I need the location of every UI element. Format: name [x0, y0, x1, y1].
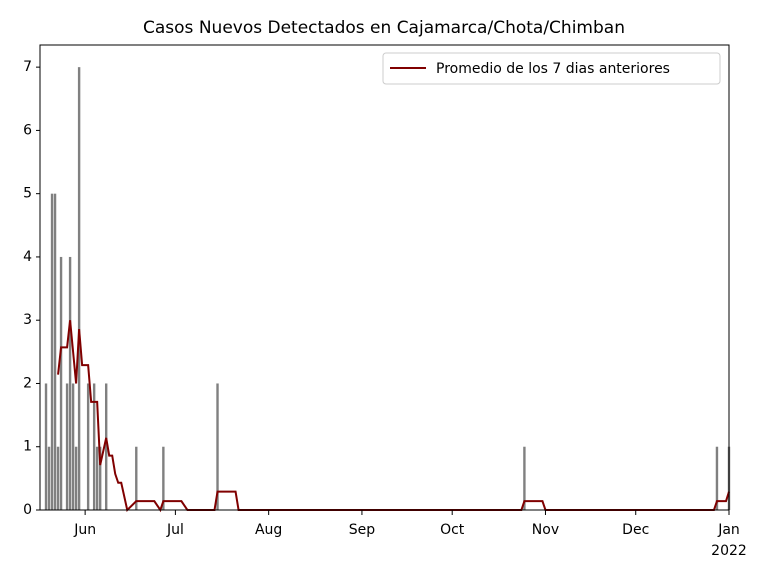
- bar: [98, 446, 102, 510]
- bar: [216, 383, 219, 510]
- x-tick-label: Jan: [717, 522, 740, 538]
- bar: [523, 446, 526, 510]
- x-year-label: 2022: [711, 543, 747, 559]
- legend-label: Promedio de los 7 dias anteriores: [436, 61, 670, 77]
- legend-box: [382, 52, 721, 85]
- bar: [104, 383, 108, 510]
- y-tick-label: 0: [23, 502, 32, 518]
- x-tick-label: Oct: [440, 522, 465, 538]
- bar: [65, 383, 69, 510]
- chart-title: Casos Nuevos Detectados en Cajamarca/Cho…: [143, 18, 625, 38]
- y-tick-label: 6: [23, 122, 32, 138]
- bar: [86, 383, 90, 510]
- bar: [44, 383, 48, 510]
- bar: [56, 446, 60, 510]
- bar: [95, 446, 99, 510]
- bar: [50, 193, 54, 510]
- bar: [47, 446, 51, 510]
- y-tick-label: 1: [23, 439, 32, 455]
- bar: [92, 383, 96, 510]
- x-tick-label: Aug: [255, 522, 282, 538]
- bar: [74, 446, 78, 510]
- y-tick-label: 3: [23, 312, 32, 328]
- bar: [71, 383, 75, 510]
- bar: [135, 446, 138, 510]
- legend: Promedio de los 7 dias anteriores: [382, 52, 721, 85]
- x-tick-label: Nov: [532, 522, 559, 538]
- bar: [715, 446, 719, 510]
- y-tick-label: 5: [23, 186, 32, 202]
- y-tick-label: 2: [23, 375, 32, 391]
- bar: [53, 193, 57, 510]
- x-tick-label: Jul: [166, 522, 184, 538]
- x-tick-label: Jun: [73, 522, 96, 538]
- y-tick-label: 4: [23, 249, 32, 265]
- x-tick-label: Dec: [622, 522, 649, 538]
- bar: [59, 256, 63, 510]
- y-tick-label: 7: [23, 59, 32, 75]
- average-line: [57, 320, 730, 513]
- bar: [77, 67, 81, 511]
- plot-frame: [39, 44, 730, 511]
- bar: [162, 446, 165, 510]
- bar: [68, 256, 72, 510]
- x-tick-label: Sep: [349, 522, 376, 538]
